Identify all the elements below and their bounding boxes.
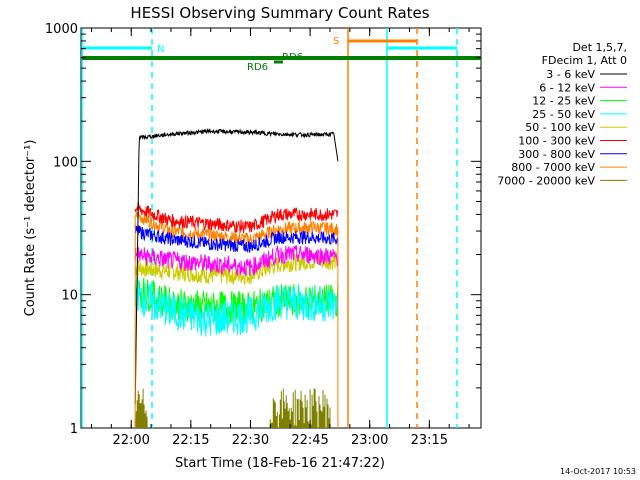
x-tick-label: 22:30 bbox=[232, 433, 269, 448]
x-tick-label: 22:45 bbox=[291, 433, 328, 448]
legend-label: 800 - 7000 keV bbox=[511, 161, 595, 174]
legend-header-line-2: FDecim 1, Att 0 bbox=[542, 54, 627, 67]
y-tick-label: 1000 bbox=[45, 22, 78, 37]
legend-label: 12 - 25 keV bbox=[532, 95, 595, 108]
series-line bbox=[134, 201, 339, 234]
legend-label: 50 - 100 keV bbox=[525, 121, 595, 134]
chart-title: HESSI Observing Summary Count Rates bbox=[130, 4, 429, 22]
y-tick-label: 10 bbox=[61, 289, 78, 304]
series-line bbox=[134, 279, 339, 337]
legend-label: 25 - 50 keV bbox=[532, 108, 595, 121]
series-line bbox=[134, 208, 339, 246]
legend-label: 6 - 12 keV bbox=[539, 81, 595, 94]
x-tick-label: 22:15 bbox=[172, 433, 209, 448]
annotation-s: S bbox=[333, 36, 339, 47]
x-axis-label: Start Time (18-Feb-16 21:47:22) bbox=[175, 456, 385, 471]
y-tick-label: 1 bbox=[70, 422, 78, 437]
x-tick-label: 23:00 bbox=[351, 433, 388, 448]
annotation-rd6: RD6 bbox=[247, 62, 268, 73]
legend-header-line-1: Det 1,5,7, bbox=[572, 41, 627, 54]
series-line-7000-20000 bbox=[134, 388, 331, 428]
legend-label: 7000 - 20000 keV bbox=[497, 174, 595, 187]
annotation-n: N bbox=[157, 44, 164, 55]
series-line bbox=[134, 224, 339, 253]
x-tick-label: 23:15 bbox=[411, 433, 448, 448]
y-tick-label: 100 bbox=[53, 155, 78, 170]
legend-label: 300 - 800 keV bbox=[518, 148, 595, 161]
x-tick-label: 22:00 bbox=[112, 433, 149, 448]
series-line bbox=[134, 245, 339, 277]
annotation-rd6: RD6 bbox=[282, 52, 303, 63]
legend-label: 3 - 6 keV bbox=[546, 68, 595, 81]
legend-label: 100 - 300 keV bbox=[518, 135, 595, 148]
series-line bbox=[134, 127, 339, 405]
footer-date: 14-Oct-2017 10:53 bbox=[560, 467, 636, 476]
y-axis-label: Count Rate (s⁻¹ detector⁻¹) bbox=[23, 140, 38, 317]
